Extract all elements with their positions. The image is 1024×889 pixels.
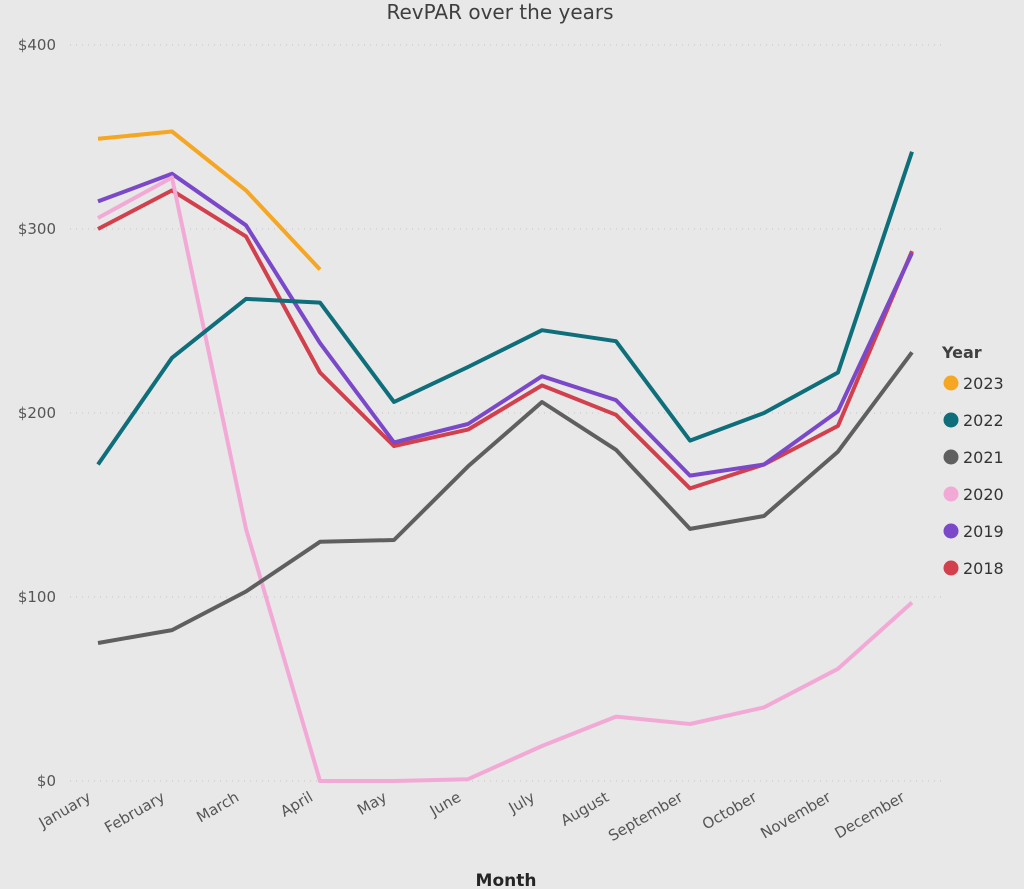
x-tick-label: July bbox=[505, 788, 538, 818]
legend[interactable]: Year 2023 2022 2021 2020 2019 2018 bbox=[941, 343, 1004, 578]
x-tick-label: September bbox=[605, 787, 687, 844]
legend-label-2020[interactable]: 2020 bbox=[963, 485, 1004, 504]
x-tick-label: November bbox=[757, 787, 834, 842]
x-tick-label: February bbox=[101, 788, 168, 837]
series-lines bbox=[96, 129, 914, 783]
x-tick-label: August bbox=[558, 788, 613, 830]
legend-marker-2020 bbox=[943, 486, 959, 502]
legend-marker-2023 bbox=[943, 375, 959, 391]
chart-title: RevPAR over the years bbox=[386, 0, 613, 24]
legend-marker-2018 bbox=[943, 560, 959, 576]
legend-label-2021[interactable]: 2021 bbox=[963, 448, 1004, 467]
y-axis-ticks: $0 $100 $200 $300 $400 bbox=[18, 36, 56, 790]
series-line-2021[interactable] bbox=[97, 351, 914, 645]
series-line-2020[interactable] bbox=[97, 175, 914, 783]
x-tick-label: April bbox=[277, 788, 316, 821]
legend-label-2023[interactable]: 2023 bbox=[963, 374, 1004, 393]
legend-title: Year bbox=[941, 343, 982, 362]
legend-marker-2019 bbox=[943, 523, 959, 539]
x-tick-label: October bbox=[699, 787, 761, 833]
x-tick-label: January bbox=[35, 788, 94, 833]
legend-label-2018[interactable]: 2018 bbox=[963, 559, 1004, 578]
x-axis-title: Month bbox=[476, 871, 537, 889]
x-tick-label: June bbox=[426, 788, 464, 820]
y-tick-label: $400 bbox=[18, 36, 56, 54]
x-tick-label: May bbox=[354, 788, 390, 819]
y-tick-label: $0 bbox=[37, 772, 56, 790]
series-line-2022[interactable] bbox=[96, 151, 914, 466]
legend-label-2019[interactable]: 2019 bbox=[963, 522, 1004, 541]
legend-marker-2021 bbox=[943, 449, 959, 465]
x-tick-label: March bbox=[193, 788, 242, 826]
series-line-2023[interactable] bbox=[97, 129, 322, 271]
series-line-2019[interactable] bbox=[97, 171, 914, 478]
x-tick-label: December bbox=[832, 787, 909, 842]
y-tick-label: $200 bbox=[18, 404, 56, 422]
legend-marker-2022 bbox=[943, 412, 959, 428]
x-axis-ticks: January February March April May June July Augu… bbox=[35, 787, 909, 844]
legend-label-2022[interactable]: 2022 bbox=[963, 411, 1004, 430]
y-tick-label: $100 bbox=[18, 588, 56, 606]
y-tick-label: $300 bbox=[18, 220, 56, 238]
